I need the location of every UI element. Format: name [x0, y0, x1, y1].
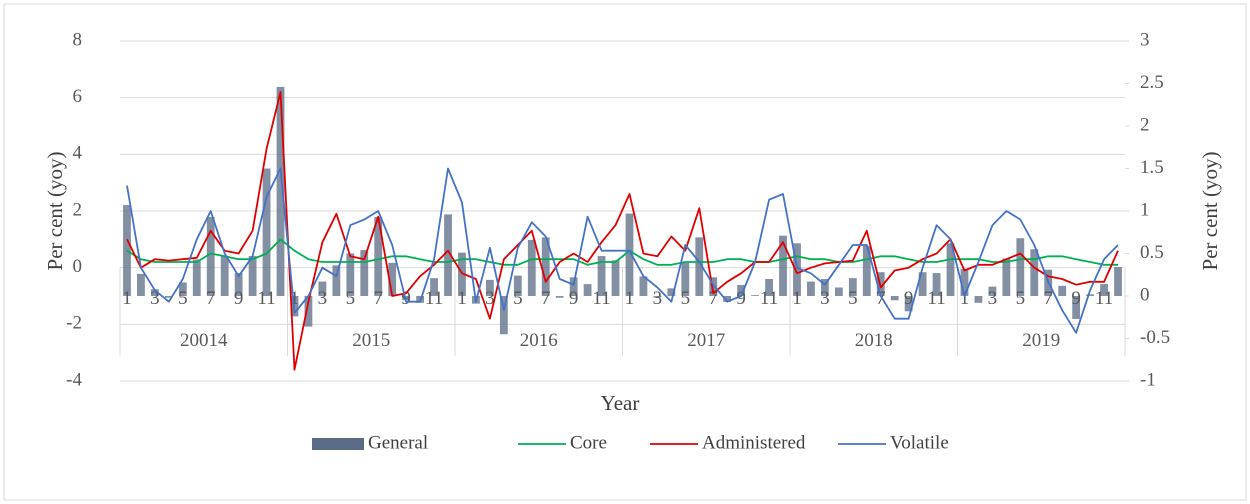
- legend-label: Administered: [702, 432, 806, 453]
- legend-label: Volatile: [890, 432, 949, 453]
- y-tick-label: 0: [73, 256, 83, 277]
- x-tick-label: 1: [122, 288, 132, 309]
- bar: [891, 296, 899, 300]
- y2-tick-label: 3: [1140, 29, 1150, 50]
- y-tick-label: 6: [73, 86, 83, 107]
- y2-axis-title: Per cent (yoy): [1198, 152, 1222, 271]
- x-tick-label: 1: [792, 288, 802, 309]
- x-tick-label: 9: [736, 288, 746, 309]
- x-tick-label: 5: [681, 288, 691, 309]
- x-tick-label: 11: [1095, 288, 1113, 309]
- bar: [193, 259, 201, 296]
- x-tick-label: 1: [457, 288, 467, 309]
- legend-label: Core: [570, 432, 607, 453]
- y2-tick-label: 0.5: [1140, 242, 1164, 263]
- y-tick-label: -2: [66, 313, 82, 334]
- chart: Year Per cent (yoy) Per cent (yoy) -4 -2 0…: [0, 0, 1250, 504]
- y2-tick-label: -0.5: [1140, 327, 1170, 348]
- bar: [528, 240, 536, 296]
- year-label: 2018: [855, 330, 893, 351]
- bar: [1058, 286, 1066, 296]
- y-tick-label: 8: [73, 29, 83, 50]
- bar: [263, 169, 271, 297]
- x-tick-label: 1: [625, 288, 635, 309]
- x-tick-label: 7: [1043, 288, 1053, 309]
- x-tick-label: 5: [178, 288, 188, 309]
- x-tick-label: 11: [257, 288, 275, 309]
- x-tick-label: 5: [1016, 288, 1026, 309]
- x-tick-label: 11: [592, 288, 610, 309]
- year-label: 2019: [1022, 330, 1060, 351]
- bar: [835, 288, 843, 297]
- legend-swatch: [312, 438, 364, 450]
- y2-tick-label: 1.5: [1140, 157, 1164, 178]
- bar: [584, 284, 592, 296]
- bar: [137, 274, 145, 296]
- y2-tick-label: 2: [1140, 114, 1150, 135]
- bar: [249, 256, 257, 296]
- year-label: 20014: [180, 330, 228, 351]
- bar: [612, 260, 620, 296]
- bar: [1114, 267, 1122, 296]
- x-tick-label: 9: [234, 288, 244, 309]
- chart-border: [4, 4, 1246, 500]
- bar: [123, 205, 131, 296]
- y2-tick-label: 1: [1140, 199, 1150, 220]
- x-tick-label: 3: [988, 288, 998, 309]
- bar: [221, 256, 229, 296]
- bar: [207, 217, 215, 296]
- x-tick-label: 11: [927, 288, 945, 309]
- x-tick-label: 5: [848, 288, 858, 309]
- y-tick-label: 4: [73, 143, 83, 164]
- x-tick-label: 7: [373, 288, 383, 309]
- year-label: 2016: [520, 330, 558, 351]
- bar: [975, 296, 983, 303]
- x-axis-title: Year: [601, 391, 640, 415]
- y2-tick-label: -1: [1140, 369, 1156, 390]
- bar: [751, 295, 759, 296]
- year-label: 2015: [352, 330, 390, 351]
- bar: [807, 282, 815, 296]
- y2-tick-label: 2.5: [1140, 72, 1164, 93]
- year-label: 2017: [687, 330, 725, 351]
- x-tick-label: 1: [960, 288, 970, 309]
- x-tick-label: 7: [541, 288, 551, 309]
- bar: [332, 265, 340, 296]
- x-tick-label: 11: [760, 288, 778, 309]
- line: [127, 239, 1118, 264]
- bar: [556, 296, 564, 298]
- bar: [1002, 259, 1010, 296]
- x-tick-label: 7: [876, 288, 886, 309]
- x-tick-label: 9: [1071, 288, 1081, 309]
- bar: [1030, 249, 1038, 296]
- y-axis-title: Per cent (yoy): [43, 152, 67, 271]
- x-tick-label: 3: [318, 288, 328, 309]
- x-tick-label: 7: [206, 288, 216, 309]
- y-tick-label: 2: [73, 199, 83, 220]
- legend-label: General: [368, 432, 428, 453]
- x-tick-label: 3: [820, 288, 830, 309]
- y-tick-label: -4: [66, 369, 82, 390]
- x-tick-label: 11: [425, 288, 443, 309]
- x-tick-label: 5: [513, 288, 523, 309]
- x-tick-label: 9: [569, 288, 579, 309]
- y2-tick-label: 0: [1140, 284, 1150, 305]
- x-tick-label: 5: [346, 288, 356, 309]
